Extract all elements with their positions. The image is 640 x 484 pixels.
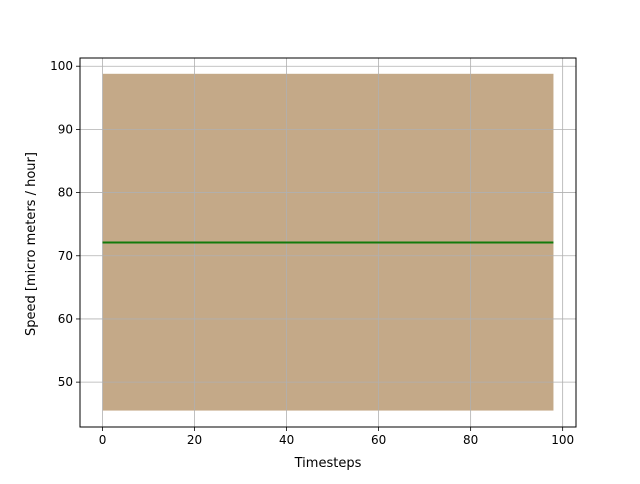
- y-tick-label: 60: [58, 312, 73, 326]
- x-axis-label: Timesteps: [294, 456, 362, 471]
- x-tick-label: 100: [551, 433, 574, 447]
- x-tick-label: 40: [279, 433, 294, 447]
- y-tick-label: 80: [58, 186, 73, 200]
- x-tick-label: 80: [463, 433, 478, 447]
- y-tick-label: 90: [58, 122, 73, 136]
- y-tick-label: 70: [58, 249, 73, 263]
- y-axis-label: Speed [micro meters / hour]: [24, 152, 39, 336]
- x-tick-label: 0: [99, 433, 107, 447]
- axes-frame: [79, 57, 577, 428]
- y-tick-label: 100: [50, 59, 73, 73]
- y-tick-label: 50: [58, 375, 73, 389]
- axes-ticks: 0 20 40 60 80 100 50 60 70 80 90 100: [50, 59, 574, 447]
- plot-area: [79, 57, 577, 428]
- x-tick-label: 20: [187, 433, 202, 447]
- x-tick-label: 60: [371, 433, 386, 447]
